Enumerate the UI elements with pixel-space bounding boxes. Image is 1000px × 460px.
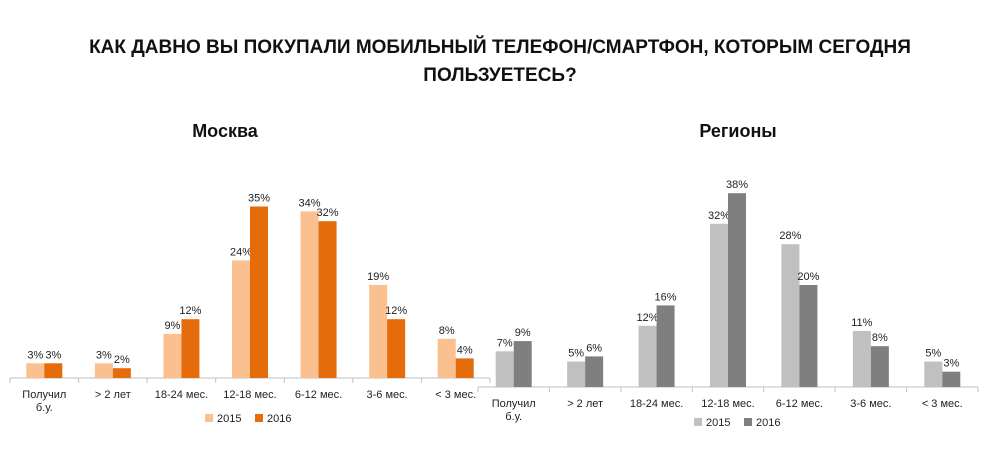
- tick-label-1-3: 12-18 мес.: [701, 398, 754, 410]
- tick-label-line: Получил: [492, 398, 536, 410]
- tick-label-0-2: 18-24 мес.: [155, 389, 208, 401]
- legend-label-1-1: 2016: [756, 417, 780, 429]
- bar-0-0-0: [26, 363, 45, 378]
- legend-swatch-1-1: [744, 418, 752, 426]
- data-label-1-0-6: 5%: [925, 348, 941, 360]
- tick-label-1-4: 6-12 мес.: [776, 398, 823, 410]
- bar-1-1-4: [799, 285, 818, 387]
- tick-label-line: > 2 лет: [567, 398, 603, 410]
- tick-label-1-0: Получил б.у.: [492, 398, 536, 423]
- bar-0-1-2: [181, 319, 200, 378]
- tick-label-line: > 2 лет: [95, 389, 131, 401]
- tick-label-1-6: < 3 мес.: [922, 398, 963, 410]
- bar-0-1-3: [250, 206, 268, 378]
- data-label-1-1-5: 8%: [872, 332, 888, 344]
- data-label-1-0-0: 7%: [497, 337, 513, 349]
- bar-0-0-5: [369, 284, 388, 378]
- data-label-0-0-0: 3%: [27, 349, 43, 361]
- tick-label-line: б.у.: [36, 402, 53, 414]
- data-label-1-0-4: 28%: [779, 230, 801, 242]
- legend-swatch-0-0: [205, 414, 213, 422]
- bar-0-1-6: [455, 358, 474, 378]
- tick-label-line: 3-6 мес.: [367, 389, 408, 401]
- data-label-0-1-2: 12%: [179, 305, 201, 317]
- bar-0-1-1: [112, 368, 131, 378]
- data-label-0-0-4: 34%: [299, 197, 321, 209]
- bar-1-1-3: [728, 193, 746, 387]
- data-label-0-1-6: 4%: [457, 344, 473, 356]
- bar-1-1-1: [585, 356, 604, 387]
- tick-label-line: < 3 мес.: [922, 398, 963, 410]
- data-label-1-1-0: 9%: [515, 327, 531, 339]
- tick-label-line: б.у.: [505, 411, 522, 423]
- tick-label-1-5: 3-6 мес.: [850, 398, 891, 410]
- tick-label-line: 18-24 мес.: [630, 398, 683, 410]
- bar-1-0-1: [567, 361, 586, 387]
- bar-0-1-4: [318, 221, 337, 378]
- tick-label-line: < 3 мес.: [435, 389, 476, 401]
- data-label-0-1-4: 32%: [317, 207, 339, 219]
- data-label-1-1-4: 20%: [797, 271, 819, 283]
- tick-label-line: 6-12 мес.: [776, 398, 823, 410]
- bar-1-0-6: [924, 361, 943, 387]
- bar-1-1-6: [942, 371, 961, 387]
- data-label-1-1-3: 38%: [726, 179, 748, 191]
- tick-label-1-2: 18-24 мес.: [630, 398, 683, 410]
- data-label-1-1-1: 6%: [586, 342, 602, 354]
- data-label-0-0-5: 19%: [367, 271, 389, 283]
- bar-0-1-5: [387, 319, 406, 378]
- tick-label-line: 6-12 мес.: [295, 389, 342, 401]
- bar-0-0-3: [232, 260, 250, 378]
- bar-1-0-0: [495, 351, 514, 387]
- tick-label-1-1: > 2 лет: [567, 398, 603, 410]
- bar-1-0-5: [852, 330, 871, 387]
- bar-0-0-1: [94, 363, 113, 378]
- bar-1-0-4: [781, 244, 800, 387]
- bar-0-0-6: [437, 338, 456, 378]
- tick-label-0-3: 12-18 мес.: [223, 389, 276, 401]
- tick-label-0-1: > 2 лет: [95, 389, 131, 401]
- tick-label-0-5: 3-6 мес.: [367, 389, 408, 401]
- legend-label-1-0: 2015: [706, 417, 730, 429]
- data-label-1-0-2: 12%: [637, 312, 659, 324]
- tick-label-0-6: < 3 мес.: [435, 389, 476, 401]
- bar-0-1-0: [44, 363, 63, 378]
- data-label-0-0-6: 8%: [439, 325, 455, 337]
- data-label-1-0-5: 11%: [851, 317, 872, 329]
- bar-1-0-3: [710, 223, 728, 387]
- bar-1-1-0: [513, 341, 532, 387]
- bar-0-0-2: [163, 333, 182, 378]
- tick-label-line: 12-18 мес.: [223, 389, 276, 401]
- tick-label-line: 12-18 мес.: [701, 398, 754, 410]
- data-label-0-1-1: 2%: [114, 354, 130, 366]
- data-label-1-1-6: 3%: [943, 358, 959, 370]
- legend-swatch-0-1: [255, 414, 263, 422]
- bar-1-1-5: [870, 346, 889, 387]
- data-label-1-0-1: 5%: [568, 348, 584, 360]
- data-label-0-0-3: 24%: [230, 246, 252, 258]
- legend-swatch-1-0: [694, 418, 702, 426]
- legend-label-0-0: 2015: [217, 413, 241, 425]
- data-label-0-0-2: 9%: [164, 320, 180, 332]
- bar-1-0-2: [638, 325, 657, 387]
- data-label-1-1-2: 16%: [655, 291, 677, 303]
- bar-0-0-4: [300, 211, 319, 378]
- tick-label-line: 18-24 мес.: [155, 389, 208, 401]
- legend-label-0-1: 2016: [267, 413, 291, 425]
- chart-title-1: Регионы: [699, 121, 776, 141]
- tick-label-line: 3-6 мес.: [850, 398, 891, 410]
- bar-1-1-2: [656, 305, 675, 387]
- chart-title-0: Москва: [192, 121, 259, 141]
- tick-label-line: Получил: [22, 389, 66, 401]
- data-label-0-1-5: 12%: [385, 305, 407, 317]
- tick-label-0-0: Получил б.у.: [22, 389, 66, 414]
- data-label-0-0-1: 3%: [96, 349, 112, 361]
- tick-label-0-4: 6-12 мес.: [295, 389, 342, 401]
- data-label-1-0-3: 32%: [708, 210, 730, 222]
- page-title: КАК ДАВНО ВЫ ПОКУПАЛИ МОБИЛЬНЫЙ ТЕЛЕФОН/…: [89, 37, 911, 86]
- data-label-0-1-3: 35%: [248, 193, 270, 205]
- data-label-0-1-0: 3%: [45, 349, 61, 361]
